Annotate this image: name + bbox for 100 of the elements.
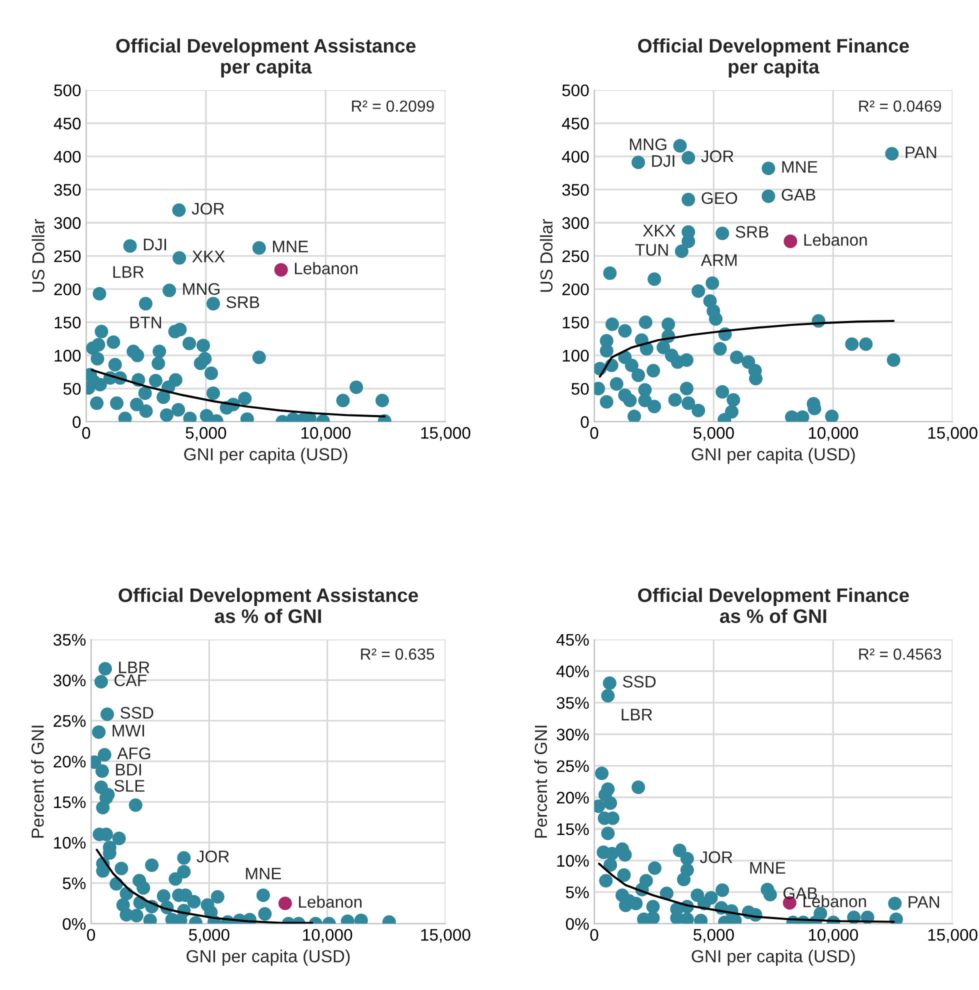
annotation: GEO: [702, 192, 738, 204]
point: [648, 861, 662, 875]
x-tick-label: 15,000: [928, 928, 978, 943]
y-tick-label: 450: [54, 118, 81, 130]
point: [130, 908, 144, 922]
y-axis-title: US Dollar: [32, 219, 44, 292]
annotation: MNE: [273, 240, 308, 252]
y-tick-label: 20%: [54, 756, 86, 768]
point: [672, 844, 686, 858]
x-tick-label: 0: [590, 427, 598, 439]
y-tick-label: 25%: [54, 715, 86, 727]
point: [128, 798, 142, 812]
point: [145, 858, 159, 872]
chart-title: Official Development Assistance per capita: [116, 38, 416, 78]
x-axis-title: GNI per capita (USD): [186, 950, 350, 966]
point: [256, 888, 270, 902]
annotation: Lebanon: [299, 896, 362, 908]
point: [602, 676, 616, 690]
y-tick-label: 350: [562, 184, 589, 196]
y-tick-label: 45%: [556, 634, 589, 646]
y-tick-label: 30%: [556, 728, 589, 740]
x-axis-title: GNI per capita (USD): [184, 448, 348, 464]
point: [94, 674, 108, 689]
y-tick-label: 40%: [556, 666, 589, 678]
annotation: JOR: [196, 850, 229, 862]
annotation: Lebanon: [804, 234, 867, 246]
chart-title: Official Development Finance per capita: [638, 38, 909, 78]
y-tick-label: 10%: [54, 836, 86, 849]
annotation: SSD: [120, 706, 154, 719]
x-tick-label: 0: [87, 928, 96, 941]
point: [210, 890, 224, 904]
point: [604, 796, 618, 810]
y-tick-label: 500: [54, 84, 81, 96]
annotation: MNG: [183, 283, 220, 295]
point: [763, 888, 777, 902]
annotation: XKX: [192, 250, 225, 262]
y-tick-label: 400: [54, 150, 81, 163]
y-tick-label: 100: [54, 350, 81, 362]
y-tick-label: 150: [54, 316, 81, 328]
y-tick-label: 250: [54, 250, 81, 262]
x-tick-label: 15,000: [421, 427, 470, 441]
point: [95, 764, 109, 778]
y-tick-label: 150: [562, 316, 589, 328]
annotation: LBR: [622, 708, 652, 720]
point: [601, 688, 615, 703]
y-axis-title: Percent of GNI: [31, 726, 44, 838]
x-tick-label: 0: [590, 928, 598, 941]
y-tick-label: 400: [562, 150, 589, 163]
y-tick-label: 25%: [556, 760, 589, 772]
annotation: PAN: [906, 146, 936, 158]
y-tick-label: 10%: [557, 854, 589, 867]
annotation: SSD: [622, 676, 656, 688]
annotation: JOR: [701, 150, 734, 162]
annotation: Lebanon: [294, 262, 358, 274]
y-tick-label: 50: [572, 382, 589, 395]
annotation: R² = 0.0469: [859, 100, 942, 112]
y-tick-label: 200: [54, 283, 81, 296]
point: [632, 780, 646, 794]
point: [680, 852, 694, 866]
point: [601, 826, 615, 840]
point: [646, 911, 660, 924]
annotation: R² = 0.635: [361, 648, 434, 660]
y-tick-label: 0: [580, 416, 589, 428]
x-tick-label: 5,000: [188, 928, 230, 943]
point: [888, 896, 902, 910]
point: [98, 748, 112, 762]
point: [177, 851, 191, 865]
point: [595, 766, 609, 780]
x-tick-label: 15,000: [928, 427, 978, 441]
annotation: SRB: [736, 226, 768, 238]
point: [114, 862, 128, 876]
point: [168, 872, 182, 886]
x-tick-label: 10,000: [301, 427, 351, 441]
y-tick-label: 30%: [53, 674, 86, 686]
point: [100, 707, 114, 721]
point: [98, 662, 112, 676]
y-tick-label: 500: [562, 84, 589, 96]
annotation: DJI: [652, 155, 674, 167]
annotation: BTN: [130, 316, 162, 328]
x-tick-label: 5,000: [694, 427, 734, 441]
y-tick-label: 35%: [53, 634, 86, 646]
annotation: JOR: [192, 202, 224, 215]
x-tick-label: 15,000: [421, 928, 470, 943]
annotation: MNG: [630, 138, 666, 150]
annotation: JOR: [700, 851, 732, 864]
annotation: LBR: [113, 266, 144, 278]
x-tick-label: 10,000: [808, 427, 858, 441]
x-axis-title: GNI per capita (USD): [692, 950, 855, 966]
y-tick-label: 5%: [62, 878, 86, 890]
point: [258, 907, 272, 921]
annotation: SRB: [226, 296, 260, 308]
y-axis-title: US Dollar: [540, 219, 553, 292]
annotation: SLE: [114, 780, 144, 792]
annotation: LBR: [119, 662, 150, 674]
annotation: TUN: [635, 244, 668, 256]
y-tick-label: 20%: [556, 792, 589, 804]
point: [278, 896, 292, 910]
point: [92, 725, 106, 739]
point: [187, 894, 201, 909]
y-tick-label: 0%: [62, 918, 86, 930]
